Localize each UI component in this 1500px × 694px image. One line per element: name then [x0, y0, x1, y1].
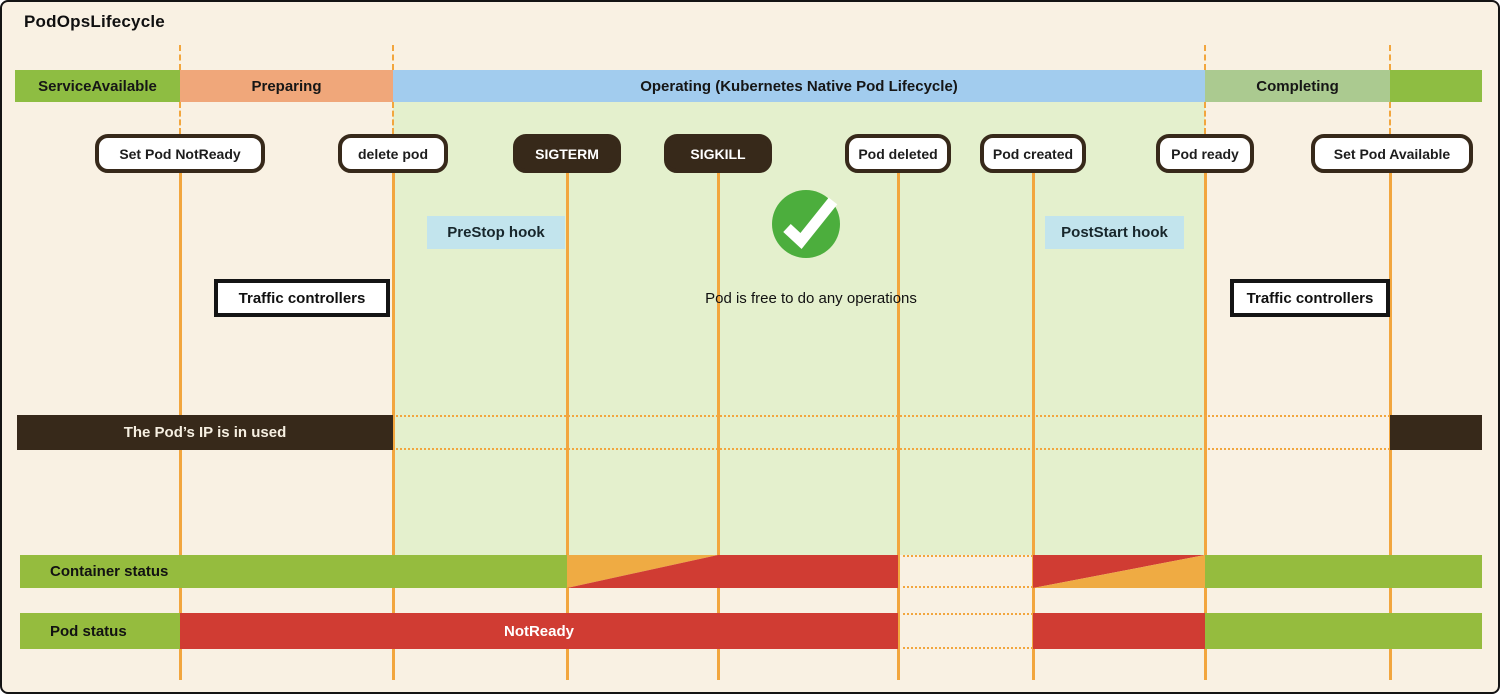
- guide-line: [897, 173, 900, 680]
- event-pill-sigterm: SIGTERM: [513, 134, 621, 173]
- phase-segment-operating: Operating (Kubernetes Native Pod Lifecyc…: [393, 70, 1205, 102]
- event-pill-pod-created: Pod created: [980, 134, 1086, 173]
- guide-line: [717, 173, 720, 680]
- guide-line-dashed: [1389, 102, 1391, 134]
- pod-status-red-segment: [1033, 613, 1205, 649]
- guide-line-dashed: [1204, 102, 1206, 134]
- guide-line-dashed: [179, 102, 181, 134]
- guide-line: [1032, 173, 1035, 680]
- pod-status-gap-segment: [898, 613, 1033, 649]
- phase-segment-preparing: Preparing: [180, 70, 393, 102]
- poststart-hook-label: PostStart hook: [1045, 216, 1184, 249]
- pod-status-notready-segment: NotReady: [180, 613, 898, 649]
- event-pill-pod-deleted: Pod deleted: [845, 134, 951, 173]
- page-title: PodOpsLifecycle: [24, 12, 165, 31]
- guide-line-dashed: [392, 102, 394, 134]
- phase-segment-serviceavailable: ServiceAvailable: [15, 70, 180, 102]
- container-status-red-segment: [718, 555, 898, 588]
- traffic-controllers-box-left: Traffic controllers: [214, 279, 390, 317]
- container-status-label-segment: Container status: [20, 555, 567, 588]
- pod-status-label-segment: Pod status: [20, 613, 180, 649]
- event-pill-set-pod-available: Set Pod Available: [1311, 134, 1473, 173]
- free-operations-note: Pod is free to do any operations: [705, 290, 917, 307]
- pod-ip-bar-dotted: [393, 415, 1390, 450]
- guide-line: [392, 173, 395, 680]
- event-pill-sigkill: SIGKILL: [664, 134, 772, 173]
- pod-status-green-segment: [1205, 613, 1482, 649]
- guide-line-dashed: [1204, 45, 1206, 70]
- guide-line-dashed: [392, 45, 394, 70]
- traffic-controllers-box-right: Traffic controllers: [1230, 279, 1390, 317]
- event-pill-pod-ready: Pod ready: [1156, 134, 1254, 173]
- container-status-transition-up: [1033, 555, 1205, 588]
- event-pill-delete-pod: delete pod: [338, 134, 448, 173]
- event-pill-set-pod-notready: Set Pod NotReady: [95, 134, 265, 173]
- container-status-transition-down: [567, 555, 718, 588]
- guide-line: [566, 173, 569, 680]
- guide-line-dashed: [179, 45, 181, 70]
- pod-ip-bar-left: The Pod’s IP is in used: [17, 415, 393, 450]
- phase-segment-completing: Completing: [1205, 70, 1390, 102]
- guide-line: [1204, 173, 1207, 680]
- prestop-hook-label: PreStop hook: [427, 216, 565, 249]
- phase-segment-tail: [1390, 70, 1482, 102]
- guide-line-dashed: [1389, 45, 1391, 70]
- pod-ip-bar-right: [1390, 415, 1482, 450]
- container-status-green-segment: [1205, 555, 1482, 588]
- operating-zone-background: [393, 102, 1205, 555]
- check-icon: [772, 190, 840, 258]
- container-status-gap-segment: [898, 555, 1033, 588]
